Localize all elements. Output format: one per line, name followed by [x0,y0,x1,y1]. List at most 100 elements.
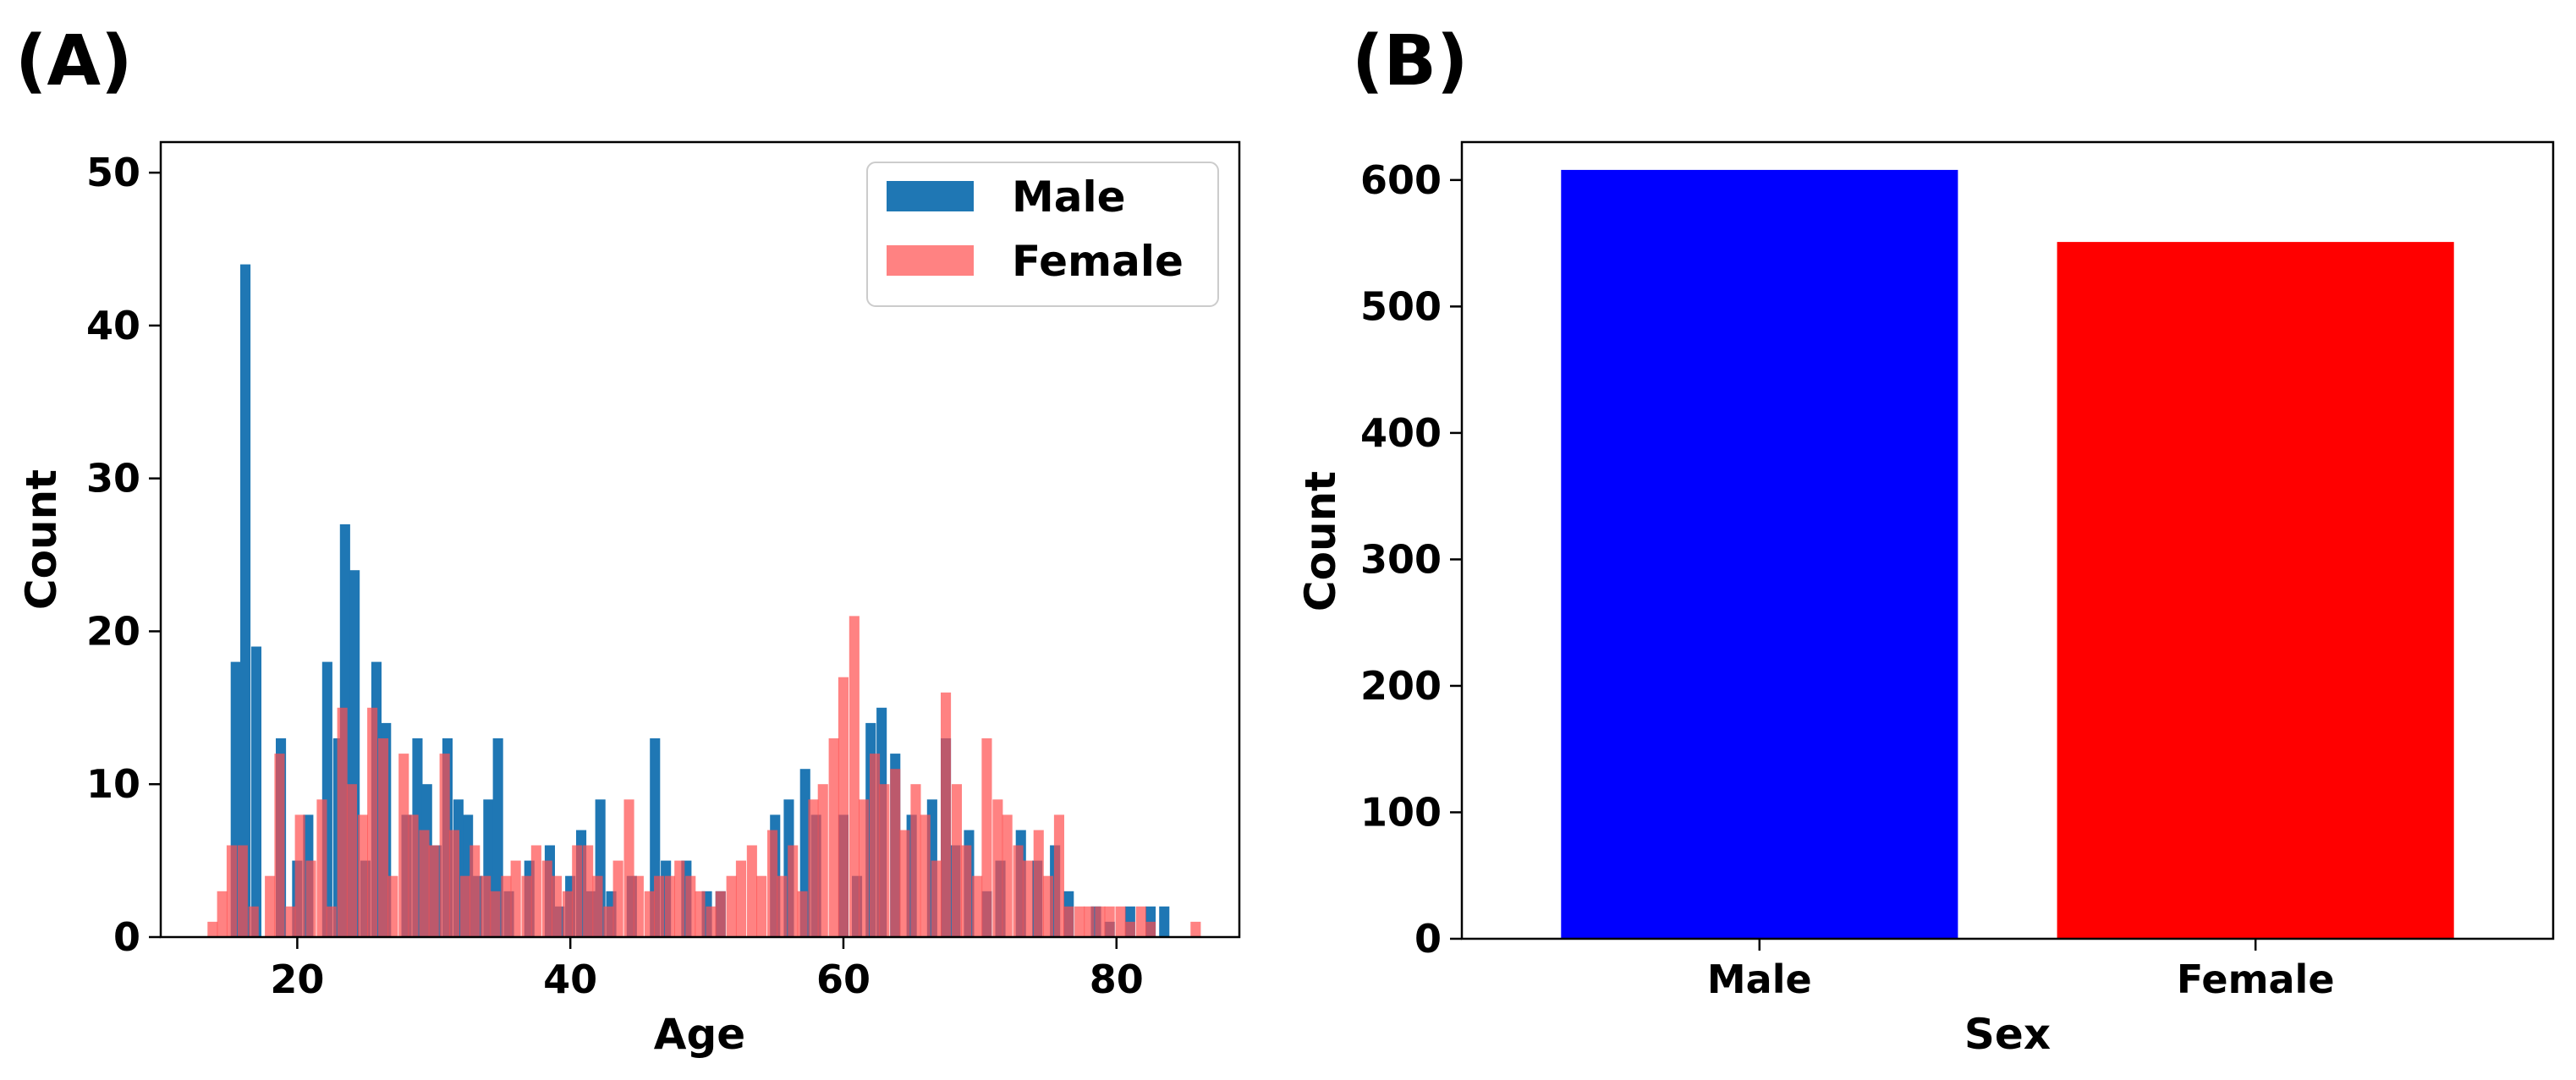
bar-female [1074,906,1085,937]
bar-female [931,860,942,937]
bar-female [633,875,644,937]
panel-a-age-histogram: (A) 20 40 60 80 0 10 20 30 40 50 Age Count Male … [15,21,1241,1059]
bar-female [797,891,808,937]
y-tick-label: 600 [1360,157,1442,203]
panel-b-bars [1561,169,2454,940]
bar-female [1043,875,1054,937]
bar-male [492,738,503,937]
bar-male [1561,169,1958,939]
bar-female [541,860,552,937]
bar-female [294,814,305,937]
bar-female [207,921,218,937]
panel-a-bars [207,264,1201,938]
x-tick-label: 80 [1090,957,1144,1002]
bar-female [735,860,746,937]
bar-female [510,860,521,937]
bar-female [459,875,470,937]
bar-male [1159,906,1170,937]
y-tick-label: 0 [113,914,140,960]
bar-female [859,799,870,937]
panel-a-y-ticks: 0 10 20 30 40 50 [86,150,161,960]
bar-female [490,891,501,937]
legend-female-label: Female [1012,237,1184,286]
panel-a-legend: Male Female [866,162,1219,307]
bar-female [1145,921,1156,937]
bar-female [612,860,623,937]
bar-female [530,845,541,937]
x-tick-label: 60 [816,957,871,1002]
y-tick-label: 0 [1414,916,1442,962]
bar-female [972,875,983,937]
bar-female [1095,906,1106,937]
bar-female [226,845,237,937]
bar-female [217,891,228,937]
bar-female [777,875,788,937]
bar-female [1084,906,1095,937]
bar-female [448,830,459,937]
bar-female [961,845,972,937]
bar-female [481,875,492,937]
bar-female [981,738,992,937]
x-tick-label: 20 [270,957,324,1002]
bar-female [552,875,563,937]
bar-female [1115,906,1126,937]
bar-female [1104,906,1115,937]
bar-female [346,784,357,937]
bar-female [248,906,259,937]
bar-female [337,707,348,937]
bar-female [746,845,757,937]
bar-female [357,814,368,937]
bar-female [1124,921,1135,937]
x-tick-label: 40 [543,957,597,1002]
bar-female [849,616,860,937]
bar-male [250,646,261,937]
bar-female [1190,921,1201,937]
bar-female [603,906,614,937]
bar-female [767,830,778,937]
bar-female [316,799,327,937]
bar-female [470,845,481,937]
x-tick-label: Female [2177,957,2335,1002]
bar-female [562,891,573,937]
bar-female [788,845,799,937]
y-tick-label: 300 [1360,536,1442,582]
y-tick-label: 10 [86,761,140,807]
bar-female [920,814,931,937]
bar-female [408,814,419,937]
bar-female [1135,906,1146,937]
bar-female [726,875,737,937]
bar-female [644,891,655,937]
legend-female-swatch [887,245,974,276]
bar-female [870,754,881,937]
bar-female [706,906,717,937]
panel-a-label: (A) [15,21,132,101]
bar-female [879,784,890,937]
panel-b-x-ticks: Male Female [1707,939,2335,1002]
bar-female [695,891,706,937]
y-tick-label: 20 [86,608,140,654]
bar-female [715,891,726,937]
panel-a-x-ticks: 20 40 60 80 [270,937,1144,1002]
bar-female [237,845,248,937]
panel-b-sex-bar-chart: (B) Male Female 0 100 200 300 400 500 600 Sex C… [1296,21,2555,1059]
bar-female [2057,242,2454,940]
bar-female [817,784,828,937]
bar-female [572,845,583,937]
x-tick-label: Male [1707,957,1812,1002]
bar-female [274,754,285,937]
y-tick-label: 30 [86,456,140,502]
bar-female [808,799,819,937]
bar-female [501,875,512,937]
bar-female [828,738,839,937]
legend-male-swatch [887,181,974,211]
bar-female [674,860,685,937]
panel-b-y-ticks: 0 100 200 300 400 500 600 [1360,157,1462,962]
bar-female [305,860,316,937]
panel-a-y-axis-title: Count [17,469,66,610]
bar-female [664,875,675,937]
bar-female [285,906,296,937]
bar-female [326,906,337,937]
panel-b-label: (B) [1352,21,1468,101]
bar-female [838,677,849,937]
